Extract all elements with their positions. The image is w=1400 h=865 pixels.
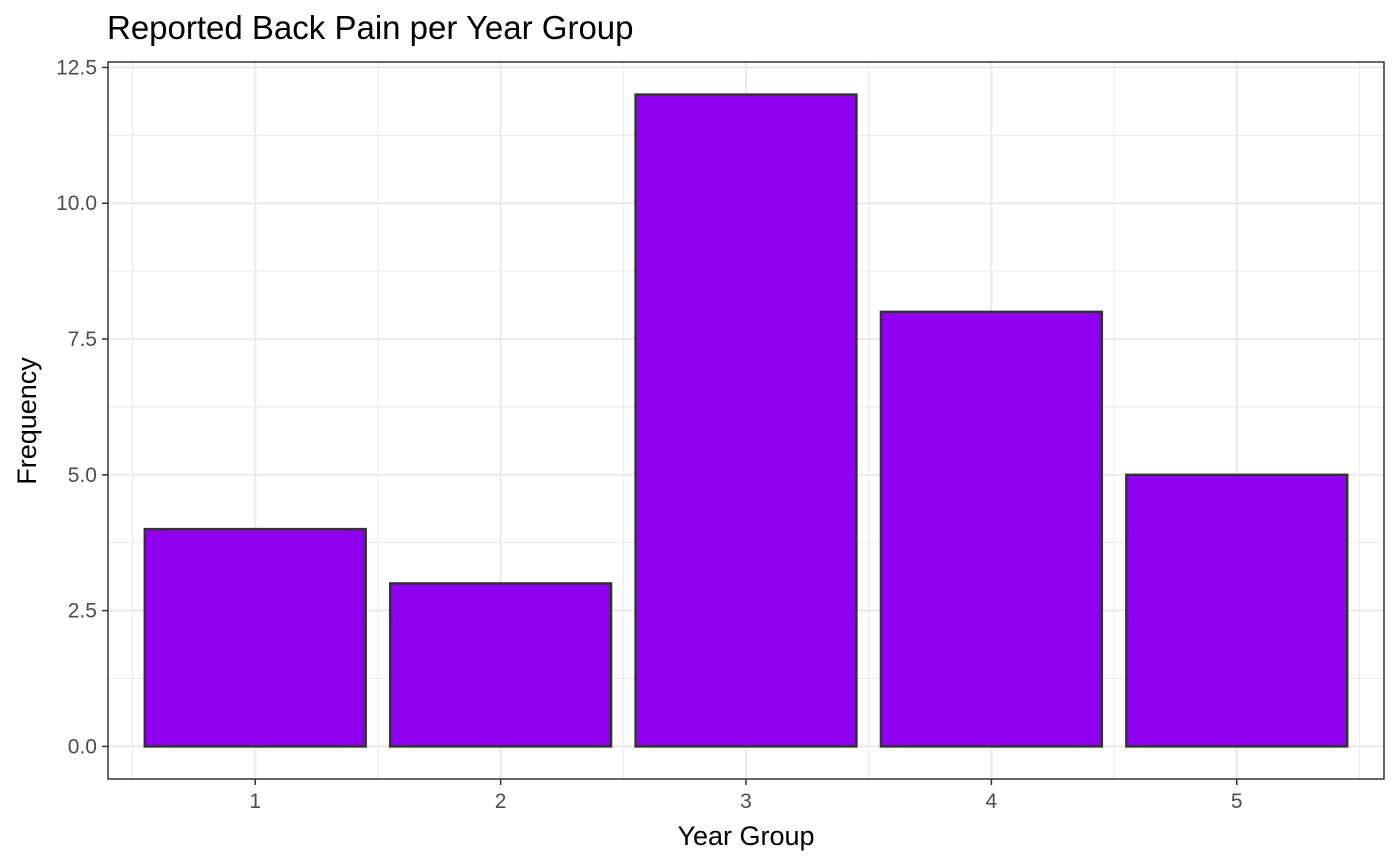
x-tick-label: 5 [1231,790,1243,813]
x-tick-label: 4 [986,790,998,813]
bar-year-5 [1125,473,1349,748]
y-tick-label: 0.0 [68,735,97,758]
x-tick-label: 3 [740,790,752,813]
bar-year-2 [388,582,613,748]
y-tick-label: 2.5 [68,600,97,623]
y-axis-title: Frequency [12,357,42,485]
x-axis-title: Year Group [677,821,814,851]
bars [143,93,1349,748]
x-tick-label: 2 [495,790,507,813]
y-axis: 0.0 2.5 5.0 7.5 10.0 12.5 [56,56,108,758]
x-axis: 1 2 3 4 5 [249,779,1243,813]
bar-year-4 [879,310,1104,748]
bar-year-1 [143,527,367,748]
y-tick-label: 5.0 [68,464,97,487]
y-tick-label: 12.5 [56,56,97,79]
chart-title: Reported Back Pain per Year Group [107,9,634,46]
bar-year-3 [634,93,858,748]
y-tick-label: 10.0 [56,192,97,215]
x-tick-label: 1 [249,790,261,813]
y-tick-label: 7.5 [68,328,97,351]
